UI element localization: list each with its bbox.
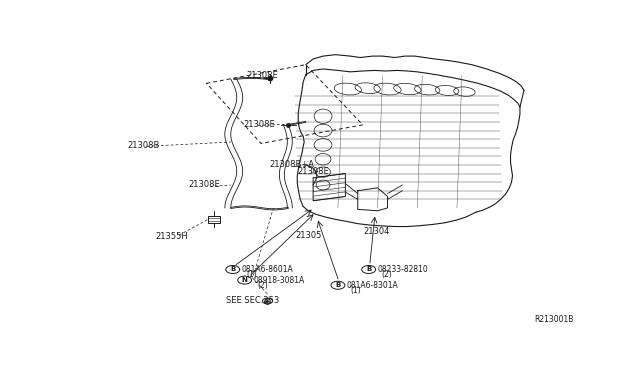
Text: 21305: 21305 bbox=[296, 231, 322, 240]
Text: B: B bbox=[230, 266, 236, 273]
Text: N: N bbox=[242, 277, 248, 283]
Text: 21308E: 21308E bbox=[246, 71, 278, 80]
Text: (1): (1) bbox=[246, 270, 257, 279]
Text: 21308E: 21308E bbox=[188, 180, 220, 189]
Text: (2): (2) bbox=[381, 270, 392, 279]
Text: 21308B: 21308B bbox=[127, 141, 159, 150]
Text: 081A6-8301A: 081A6-8301A bbox=[346, 281, 398, 290]
Text: 21304: 21304 bbox=[364, 227, 390, 236]
Text: 08918-3081A: 08918-3081A bbox=[253, 276, 305, 285]
Text: SEE SEC.253: SEE SEC.253 bbox=[227, 296, 280, 305]
Text: (2): (2) bbox=[257, 281, 268, 290]
Text: R213001B: R213001B bbox=[534, 315, 573, 324]
Text: (1): (1) bbox=[351, 286, 362, 295]
Text: B: B bbox=[366, 266, 371, 273]
Text: 08233-82810: 08233-82810 bbox=[377, 265, 428, 274]
Text: B: B bbox=[335, 282, 340, 288]
Text: 081A6-8601A: 081A6-8601A bbox=[241, 265, 293, 274]
Text: 21355H: 21355H bbox=[156, 232, 188, 241]
Text: 21308E: 21308E bbox=[244, 121, 275, 129]
Text: 21308E: 21308E bbox=[297, 167, 329, 176]
Text: 21308B+A: 21308B+A bbox=[269, 160, 314, 169]
